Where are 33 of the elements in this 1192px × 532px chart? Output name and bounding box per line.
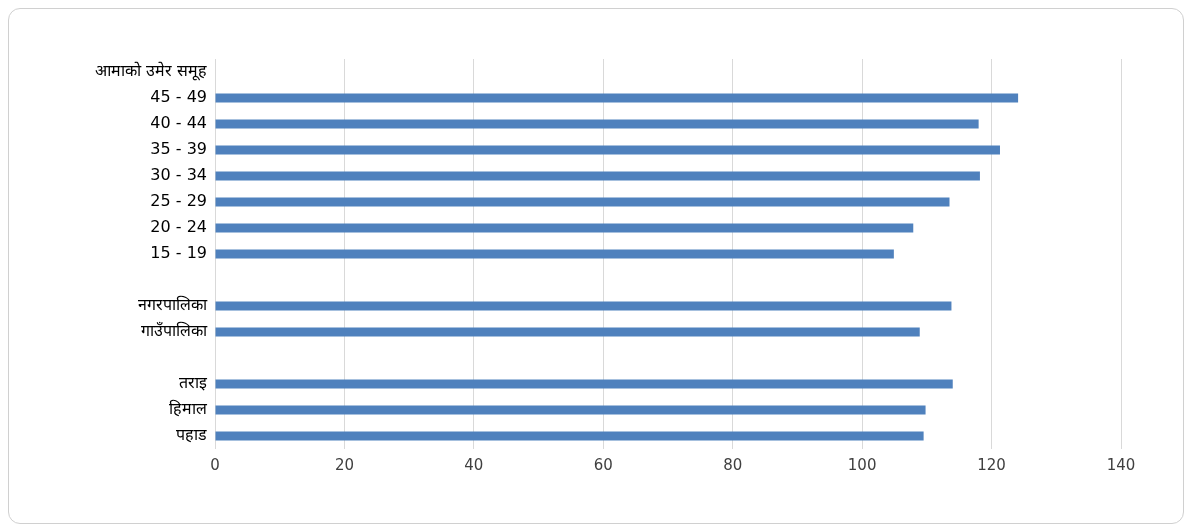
y-tick-label: गाउँपालिका bbox=[141, 321, 208, 341]
y-tick-label: आमाको उमेर समूह bbox=[94, 61, 207, 82]
y-tick-label: 25 - 29 bbox=[150, 191, 207, 211]
x-tick-label: 140 bbox=[1106, 455, 1136, 474]
x-tick-label: 80 bbox=[723, 455, 743, 474]
y-tick-label: 15 - 19 bbox=[150, 243, 207, 263]
bar bbox=[215, 93, 1019, 103]
bar bbox=[215, 327, 920, 337]
y-tick-label: 40 - 44 bbox=[150, 113, 207, 133]
bar bbox=[215, 119, 979, 129]
y-tick-label: तराइ bbox=[179, 373, 208, 393]
y-tick-label: 35 - 39 bbox=[150, 139, 207, 159]
bar bbox=[215, 223, 914, 233]
x-tick-label: 40 bbox=[464, 455, 484, 474]
y-tick-label: 30 - 34 bbox=[150, 165, 207, 185]
bar bbox=[215, 145, 1000, 155]
bar bbox=[215, 197, 950, 207]
bar bbox=[215, 405, 926, 415]
x-tick-label: 20 bbox=[334, 455, 354, 474]
y-tick-label: पहाड bbox=[176, 425, 207, 445]
bar bbox=[215, 171, 980, 181]
x-tick-label: 0 bbox=[210, 455, 220, 474]
x-tick-label: 60 bbox=[593, 455, 613, 474]
bar bbox=[215, 249, 894, 259]
x-tick-label: 120 bbox=[977, 455, 1006, 474]
y-tick-label: 20 - 24 bbox=[150, 217, 207, 237]
x-tick-label: 100 bbox=[847, 455, 877, 474]
bar bbox=[215, 301, 952, 311]
y-tick-label: 45 - 49 bbox=[150, 87, 207, 107]
bar bbox=[215, 379, 953, 389]
y-tick-label: हिमाल bbox=[169, 399, 208, 419]
y-tick-label: नगरपालिका bbox=[138, 295, 208, 315]
bar bbox=[215, 431, 924, 441]
